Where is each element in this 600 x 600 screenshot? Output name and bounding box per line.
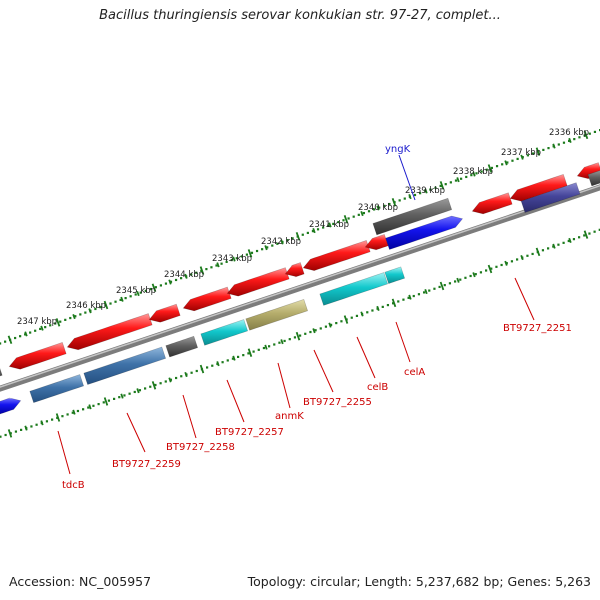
gene-rev-anmK[interactable] bbox=[245, 298, 309, 331]
gene-label: BT9727_2259 bbox=[112, 459, 181, 470]
gene-label: BT9727_2255 bbox=[303, 397, 372, 408]
gene-fwd-celB[interactable] bbox=[364, 234, 389, 251]
ruler-label: 2342 kbp bbox=[261, 237, 301, 247]
gene-rev-2257[interactable] bbox=[200, 319, 249, 346]
outer-ruler-ring bbox=[0, 129, 600, 345]
gene-label: tdcB bbox=[62, 480, 85, 491]
gene-label: celA bbox=[404, 367, 425, 378]
gene-callout[interactable]: BT9727_2251 bbox=[503, 277, 572, 334]
ruler-label: 2347 kbp bbox=[17, 317, 57, 327]
gene-fwd-small[interactable] bbox=[284, 262, 305, 278]
gene-label: celB bbox=[367, 382, 388, 393]
gene-callout[interactable]: celA bbox=[395, 321, 425, 378]
ruler-label: 2346 kbp bbox=[66, 301, 106, 311]
gene-fwd-partial-left[interactable] bbox=[0, 364, 3, 381]
gene-callout[interactable]: BT9727_2259 bbox=[112, 412, 181, 470]
gene-rev-2259[interactable] bbox=[83, 346, 167, 385]
ruler-label: 2339 kbp bbox=[405, 186, 445, 196]
ruler-label: 2336 kbp bbox=[549, 128, 589, 138]
gene-callout[interactable]: yngK bbox=[385, 144, 416, 201]
gene-label: BT9727_2258 bbox=[166, 442, 235, 453]
ruler-label: 2344 kbp bbox=[164, 270, 204, 280]
gene-fwd-yngK[interactable] bbox=[372, 197, 453, 236]
inner-ruler-ring bbox=[0, 228, 600, 438]
gene-label: anmK bbox=[275, 411, 304, 422]
gene-label: BT9727_2257 bbox=[215, 427, 284, 438]
gene-fwd-2250[interactable] bbox=[509, 173, 568, 202]
genome-summary-text: Topology: circular; Length: 5,237,682 bp… bbox=[247, 574, 591, 589]
gene-fwd-2251[interactable] bbox=[471, 192, 513, 215]
gene-callout[interactable]: BT9727_2258 bbox=[166, 394, 235, 453]
gene-callout[interactable]: celB bbox=[356, 336, 388, 393]
gene-fwd-2258[interactable] bbox=[148, 303, 181, 323]
gene-fwd-2257[interactable] bbox=[182, 286, 232, 312]
ruler-label: 2343 kbp bbox=[212, 254, 252, 264]
gene-rev-2251[interactable] bbox=[520, 182, 581, 213]
ruler-label: 2338 kbp bbox=[453, 167, 493, 177]
gene-label: yngK bbox=[385, 144, 411, 155]
ruler-label: 2341 kbp bbox=[309, 220, 349, 230]
gene-callout[interactable]: tdcB bbox=[57, 430, 85, 491]
gene-rev-celA[interactable] bbox=[384, 266, 406, 284]
gene-callout[interactable]: BT9727_2257 bbox=[215, 379, 284, 438]
gene-rev-2258[interactable] bbox=[165, 335, 199, 358]
backbone-highlight bbox=[0, 184, 600, 388]
gene-fwd-blue[interactable] bbox=[385, 215, 464, 250]
gene-callout[interactable]: anmK bbox=[275, 362, 304, 422]
gene-rev-partial-left[interactable] bbox=[0, 397, 22, 415]
gene-label: BT9727_2251 bbox=[503, 323, 572, 334]
gene-callout[interactable]: BT9727_2255 bbox=[303, 349, 372, 408]
map-title: Bacillus thuringiensis serovar konkukian… bbox=[99, 8, 501, 23]
gene-fwd-tdcB[interactable] bbox=[8, 342, 67, 370]
ruler-label: 2337 kbp bbox=[501, 148, 541, 158]
backbone-line bbox=[0, 184, 600, 392]
ruler-label: 2345 kbp bbox=[116, 286, 156, 296]
accession-text: Accession: NC_005957 bbox=[9, 574, 152, 589]
ruler-label: 2340 kbp bbox=[358, 203, 398, 213]
gene-rev-partial-right[interactable] bbox=[587, 170, 600, 187]
gene-rev-2255[interactable] bbox=[319, 272, 389, 306]
gene-rev-tdcB[interactable] bbox=[29, 374, 85, 404]
